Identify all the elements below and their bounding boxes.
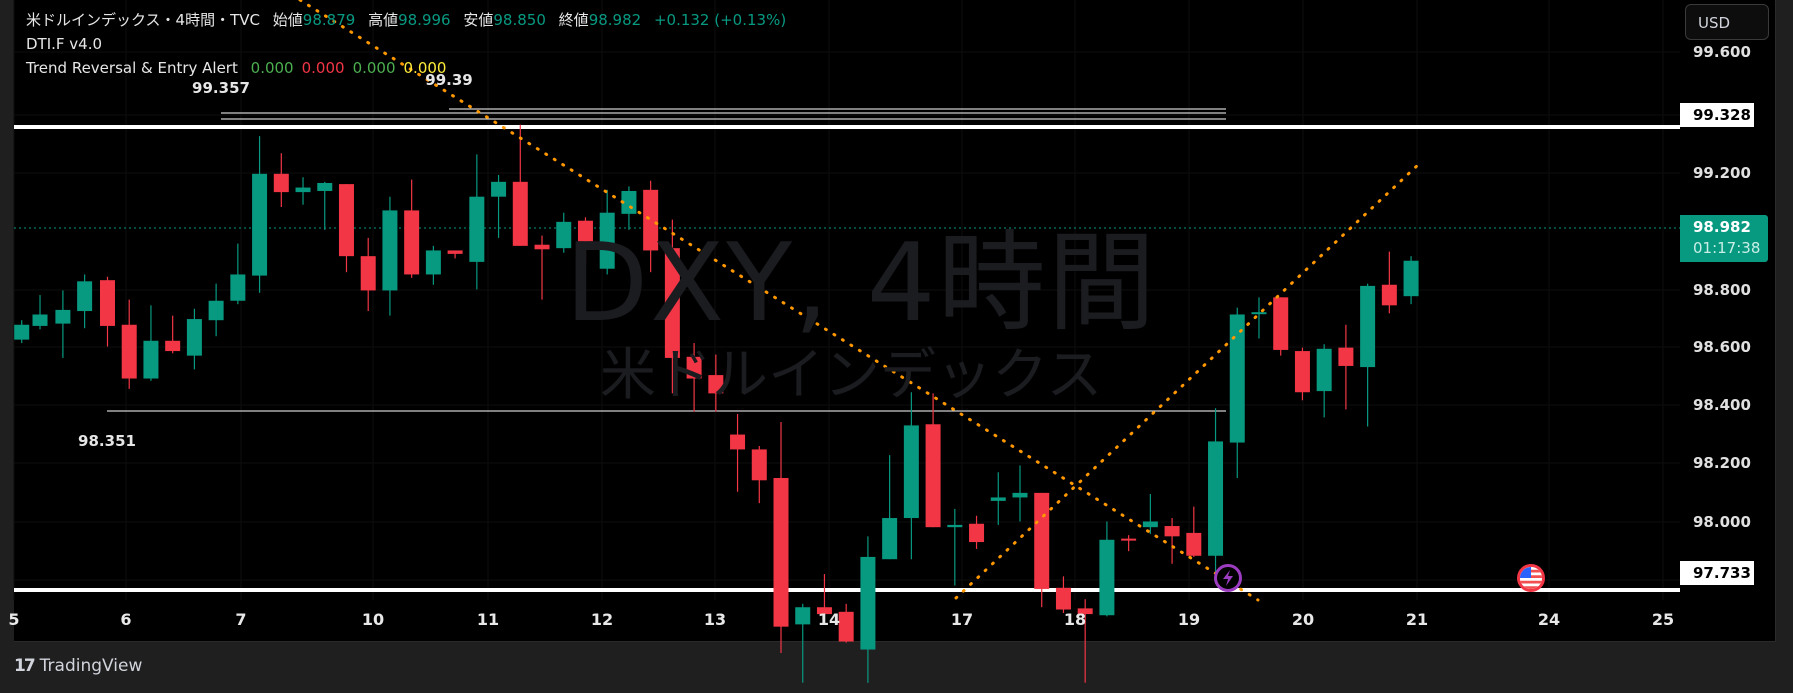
price-label: 99.357 xyxy=(192,79,250,97)
time-tick: 7 xyxy=(235,610,247,629)
low-value: 98.850 xyxy=(493,11,546,29)
currency-button[interactable]: USD xyxy=(1685,4,1769,40)
price-label: 98.351 xyxy=(78,432,136,450)
price-label: 99.39 xyxy=(425,71,473,89)
price-tick: 98.200 xyxy=(1693,454,1751,472)
time-tick: 14 xyxy=(817,610,841,629)
price-tick: 98.800 xyxy=(1693,281,1751,299)
time-tick: 10 xyxy=(361,610,385,629)
low-label: 安値 xyxy=(463,11,494,29)
time-tick: 6 xyxy=(120,610,132,629)
time-tick: 19 xyxy=(1177,610,1201,629)
indicator-trend-reversal[interactable]: Trend Reversal & Entry Alert 0.000 0.000 0… xyxy=(26,56,786,80)
price-tick: 99.600 xyxy=(1693,43,1751,61)
price-tick: 98.000 xyxy=(1693,513,1751,531)
tv-logo-icon: 17 xyxy=(14,656,36,676)
trend-lines xyxy=(298,0,1422,602)
horizontal-line-price-tag: 97.733 xyxy=(1680,561,1754,585)
indicator-value-0: 0.000 xyxy=(250,59,294,77)
grid-lines xyxy=(13,0,1680,600)
bar-countdown: 01:17:38 xyxy=(1693,239,1761,257)
candles xyxy=(14,124,1419,683)
time-tick: 11 xyxy=(476,610,500,629)
brand-name: TradingView xyxy=(39,656,143,676)
last-price-tag: 98.982 01:17:38 xyxy=(1680,215,1768,262)
time-tick: 18 xyxy=(1063,610,1087,629)
indicator-trend-reversal-name[interactable]: Trend Reversal & Entry Alert xyxy=(26,59,238,77)
tradingview-logo[interactable]: 17 TradingView xyxy=(14,656,142,676)
price-tick: 98.400 xyxy=(1693,396,1751,414)
time-tick: 5 xyxy=(8,610,20,629)
indicator-values: 0.000 0.000 0.000 0.000 xyxy=(243,59,447,77)
price-tick: 98.600 xyxy=(1693,338,1751,356)
indicator-value-2: 0.000 xyxy=(352,59,396,77)
time-tick: 25 xyxy=(1651,610,1675,629)
close-value: 98.982 xyxy=(588,11,642,29)
time-tick: 21 xyxy=(1405,610,1429,629)
change-value: +0.132 (+0.13%) xyxy=(653,11,787,29)
time-tick: 17 xyxy=(950,610,974,629)
indicator-dti-name[interactable]: DTI.F v4.0 xyxy=(26,35,103,53)
horizontal-line-price-tag: 99.328 xyxy=(1680,103,1754,127)
time-tick: 24 xyxy=(1537,610,1561,629)
open-value: 98.879 xyxy=(302,11,356,29)
price-tick: 99.200 xyxy=(1693,164,1751,182)
last-price: 98.982 xyxy=(1693,218,1751,236)
high-label: 高値 xyxy=(368,11,399,29)
high-value: 98.996 xyxy=(398,11,451,29)
ohlc-row[interactable]: 米ドルインデックス・4時間・TVC 始値98.879 高値98.996 安値98… xyxy=(26,8,786,32)
close-label: 終値 xyxy=(558,11,589,29)
time-tick: 20 xyxy=(1291,610,1315,629)
time-tick: 12 xyxy=(590,610,614,629)
lightning-event-icon[interactable] xyxy=(1214,564,1242,592)
indicator-dti[interactable]: DTI.F v4.0 xyxy=(26,32,786,56)
chart-legend: 米ドルインデックス・4時間・TVC 始値98.879 高値98.996 安値98… xyxy=(26,8,786,80)
symbol-title[interactable]: 米ドルインデックス・4時間・TVC xyxy=(26,11,260,29)
indicator-value-1: 0.000 xyxy=(301,59,345,77)
time-tick: 13 xyxy=(703,610,727,629)
us-flag-event-icon[interactable] xyxy=(1517,564,1545,592)
horizontal-lines xyxy=(14,108,1680,592)
indicator-value-3: 0.000 xyxy=(403,59,447,77)
open-label: 始値 xyxy=(272,11,303,29)
